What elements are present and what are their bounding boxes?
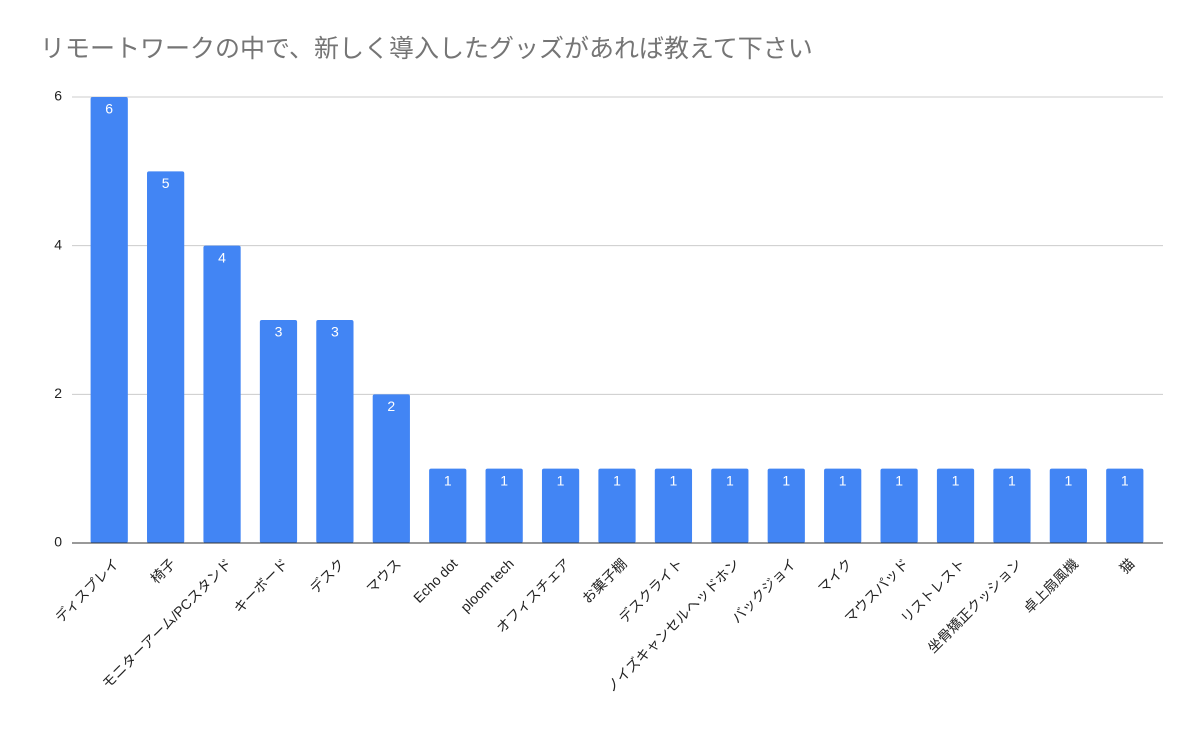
data-label: 1: [1121, 472, 1129, 488]
data-label: 1: [726, 472, 734, 488]
y-tick-label: 6: [54, 88, 62, 104]
data-label: 1: [952, 472, 960, 488]
chart-title: リモートワークの中で、新しく導入したグッズがあれば教えて下さい: [40, 35, 813, 63]
data-label: 4: [218, 249, 226, 265]
bar: [485, 468, 523, 543]
bar: [880, 468, 918, 543]
bar: [711, 468, 749, 543]
bar: [541, 468, 580, 543]
bar: [1106, 468, 1144, 543]
data-label: 1: [839, 472, 847, 488]
x-tick-label: 卓上扇風機: [1020, 555, 1081, 616]
bar: [372, 394, 410, 543]
y-tick-label: 0: [54, 534, 62, 550]
data-label: 3: [331, 324, 339, 340]
data-label: 5: [162, 175, 170, 191]
data-label: 2: [387, 398, 395, 414]
x-tick-label: キーボード: [230, 555, 291, 616]
bar: [147, 171, 185, 544]
bar: [316, 320, 354, 543]
bar: [259, 320, 298, 543]
data-label: 1: [444, 472, 452, 488]
data-label: 1: [557, 472, 565, 488]
data-label: 1: [895, 472, 903, 488]
data-label: 3: [275, 324, 283, 340]
x-tick-label: 椅子: [147, 555, 178, 586]
bar: [654, 468, 693, 543]
data-label: 1: [613, 472, 621, 488]
x-tick-label: ploom tech: [457, 555, 517, 615]
x-tick-label: ディスプレイ: [52, 555, 122, 625]
data-label: 1: [1008, 472, 1016, 488]
y-tick-label: 4: [54, 236, 62, 252]
data-label: 1: [782, 472, 790, 488]
bar: [598, 468, 636, 543]
x-tick-label: 坐骨矯正クッション: [924, 555, 1024, 655]
y-tick-label: 2: [54, 385, 62, 401]
x-tick-label: マウス: [363, 555, 404, 596]
x-tick-label: デスク: [307, 555, 348, 596]
data-label: 6: [105, 101, 113, 117]
bar: [993, 468, 1031, 543]
data-label: 1: [500, 472, 508, 488]
data-label: 1: [1064, 472, 1072, 488]
bar: [824, 468, 862, 543]
x-tick-label: お菓子棚: [579, 555, 630, 606]
bar: [767, 468, 805, 543]
bar: [936, 468, 975, 543]
bar: [429, 468, 467, 543]
bar: [1049, 468, 1087, 543]
x-tick-label: Echo dot: [410, 555, 460, 605]
x-tick-label: マイク: [815, 555, 856, 596]
x-tick-label: 猫: [1116, 555, 1137, 576]
bar: [90, 97, 128, 543]
data-label: 1: [670, 472, 678, 488]
bar: [203, 245, 241, 543]
